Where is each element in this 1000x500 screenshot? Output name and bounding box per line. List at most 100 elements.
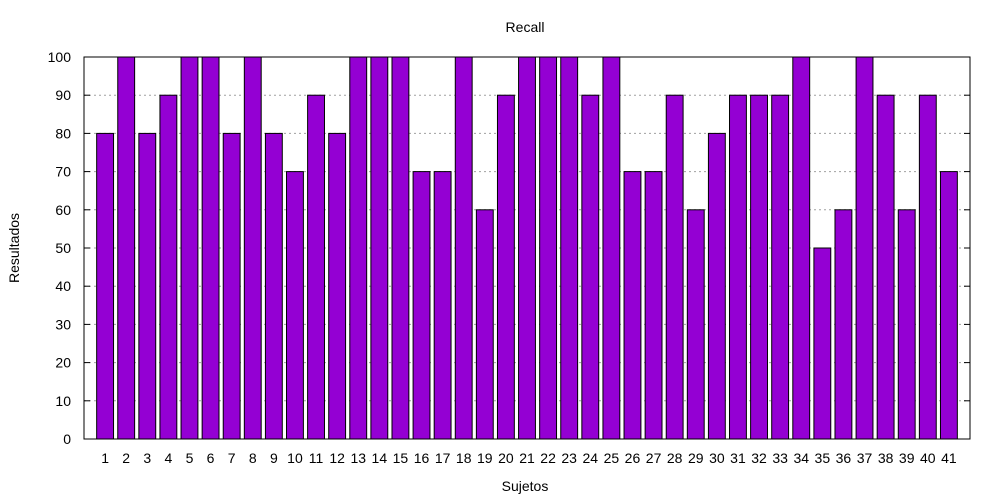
y-tick-label: 80 bbox=[55, 125, 71, 141]
x-tick-label: 24 bbox=[582, 450, 598, 466]
x-tick-label: 3 bbox=[143, 450, 151, 466]
bar-18 bbox=[454, 56, 473, 440]
bar-22 bbox=[539, 56, 558, 440]
x-tick-label: 26 bbox=[625, 450, 641, 466]
bar-21 bbox=[518, 56, 536, 440]
bar-23 bbox=[560, 56, 579, 440]
bar-8 bbox=[243, 56, 262, 440]
bar-4 bbox=[159, 94, 178, 440]
x-tick-labels: 1 2 3 4 5 6 7 8 9 10 11 12 13 14 15 16 17 18 19 20 21 22 23 24 2… bbox=[101, 450, 957, 466]
y-tick-label: 20 bbox=[55, 355, 71, 371]
x-tick-label: 41 bbox=[941, 450, 957, 466]
x-tick-label: 38 bbox=[878, 450, 894, 466]
bar-17 bbox=[433, 171, 452, 440]
x-tick-label: 21 bbox=[519, 450, 535, 466]
y-tick-label: 0 bbox=[63, 431, 71, 447]
bar-31 bbox=[729, 94, 747, 440]
x-tick-label: 19 bbox=[477, 450, 493, 466]
bar-34 bbox=[792, 56, 811, 440]
x-tick-label: 17 bbox=[435, 450, 451, 466]
x-tick-label: 33 bbox=[772, 450, 788, 466]
x-tick-label: 35 bbox=[815, 450, 831, 466]
x-tick-label: 4 bbox=[164, 450, 172, 466]
x-tick-label: 7 bbox=[228, 450, 236, 466]
x-tick-label: 25 bbox=[604, 450, 620, 466]
x-tick-label: 2 bbox=[122, 450, 130, 466]
bar-19 bbox=[475, 209, 494, 440]
bar-35 bbox=[813, 247, 832, 440]
bar-11 bbox=[307, 94, 325, 440]
x-tick-label: 37 bbox=[857, 450, 873, 466]
bar-15 bbox=[391, 56, 410, 440]
x-tick-label: 12 bbox=[329, 450, 345, 466]
bar-28 bbox=[665, 94, 684, 440]
bar-32 bbox=[750, 94, 768, 440]
bar-26 bbox=[623, 171, 642, 440]
bar-39 bbox=[897, 209, 916, 440]
bar-13 bbox=[349, 56, 368, 440]
bar-29 bbox=[686, 209, 705, 440]
y-tick-label: 90 bbox=[55, 87, 71, 103]
x-tick-label: 1 bbox=[101, 450, 109, 466]
bar-24 bbox=[581, 94, 600, 440]
y-tick-label: 70 bbox=[55, 164, 71, 180]
y-tick-labels: 0 10 20 30 40 50 60 70 80 90 100 bbox=[48, 49, 970, 447]
bar-36 bbox=[834, 209, 853, 440]
bar-10 bbox=[286, 171, 304, 440]
x-tick-label: 16 bbox=[414, 450, 430, 466]
x-tick-label: 11 bbox=[309, 450, 324, 466]
bar-20 bbox=[496, 94, 515, 440]
y-tick-label: 100 bbox=[48, 49, 72, 65]
x-axis-label: Sujetos bbox=[502, 478, 549, 494]
bar-30 bbox=[707, 132, 726, 440]
y-tick-label: 40 bbox=[55, 278, 71, 294]
x-tick-label: 23 bbox=[561, 450, 577, 466]
x-tick-label: 30 bbox=[709, 450, 725, 466]
bar-14 bbox=[370, 56, 389, 440]
x-tick-label: 13 bbox=[350, 450, 366, 466]
x-tick-label: 27 bbox=[646, 450, 662, 466]
x-tick-label: 18 bbox=[456, 450, 472, 466]
y-tick-label: 10 bbox=[55, 393, 71, 409]
bar-1 bbox=[96, 132, 115, 440]
bar-2 bbox=[117, 56, 136, 440]
bars bbox=[96, 56, 958, 440]
bar-27 bbox=[644, 171, 663, 440]
bar-6 bbox=[201, 56, 220, 440]
bar-9 bbox=[264, 132, 283, 440]
x-tick-label: 28 bbox=[667, 450, 683, 466]
x-tick-label: 32 bbox=[751, 450, 767, 466]
y-tick-label: 30 bbox=[55, 316, 71, 332]
x-tick-label: 31 bbox=[730, 450, 746, 466]
bar-33 bbox=[771, 94, 790, 440]
x-tick-label: 14 bbox=[372, 450, 388, 466]
x-tick-label: 22 bbox=[540, 450, 556, 466]
bar-25 bbox=[602, 56, 621, 440]
x-tick-label: 8 bbox=[249, 450, 257, 466]
bar-40 bbox=[918, 94, 937, 440]
bar-41 bbox=[939, 171, 958, 440]
bar-16 bbox=[412, 171, 431, 440]
x-tick-label: 40 bbox=[920, 450, 936, 466]
x-tick-label: 36 bbox=[836, 450, 852, 466]
x-tick-label: 20 bbox=[498, 450, 514, 466]
x-tick-label: 10 bbox=[287, 450, 303, 466]
x-tick-label: 15 bbox=[393, 450, 409, 466]
y-tick-label: 50 bbox=[55, 240, 71, 256]
bar-38 bbox=[876, 94, 895, 440]
x-tick-label: 29 bbox=[688, 450, 704, 466]
x-tick-label: 6 bbox=[207, 450, 215, 466]
x-tick-label: 34 bbox=[793, 450, 809, 466]
bar-3 bbox=[138, 132, 157, 440]
x-tick-label: 39 bbox=[899, 450, 915, 466]
bar-37 bbox=[855, 56, 874, 440]
x-tick-label: 9 bbox=[270, 450, 278, 466]
y-axis-label: Resultados bbox=[6, 213, 22, 283]
y-tick-label: 60 bbox=[55, 202, 71, 218]
bar-7 bbox=[222, 132, 241, 440]
x-tick-label: 5 bbox=[186, 450, 194, 466]
chart-title: Recall bbox=[506, 19, 545, 35]
bar-5 bbox=[180, 56, 199, 440]
bar-12 bbox=[328, 132, 347, 440]
